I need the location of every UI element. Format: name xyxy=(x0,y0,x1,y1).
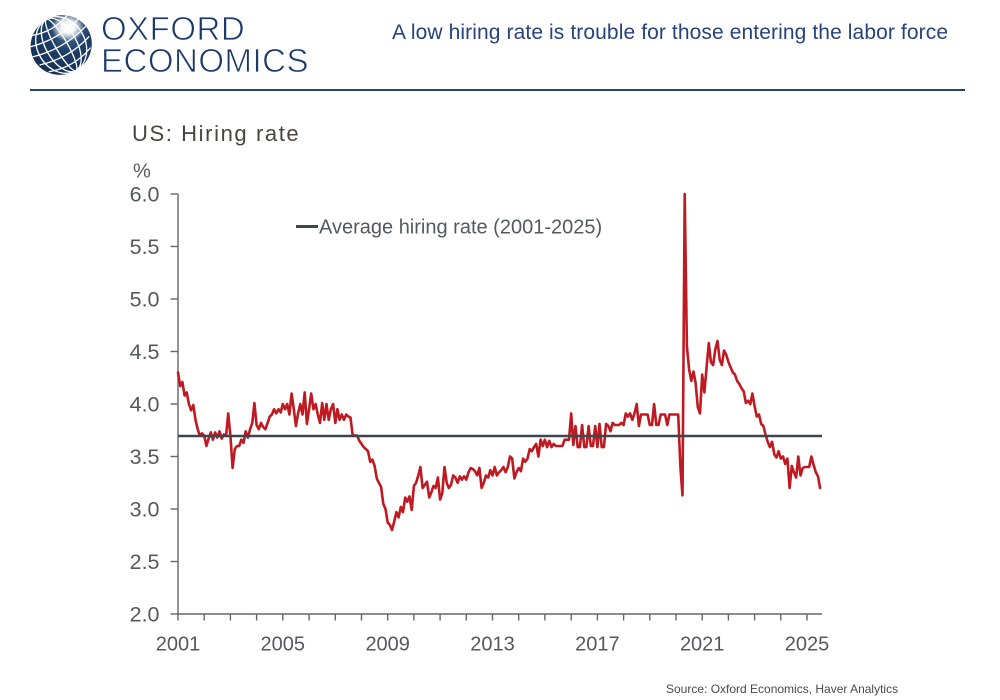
svg-text:2.5: 2.5 xyxy=(130,550,160,574)
svg-text:4.0: 4.0 xyxy=(130,393,160,417)
svg-text:3.5: 3.5 xyxy=(130,445,160,469)
svg-text:6.0: 6.0 xyxy=(130,183,160,207)
svg-text:4.5: 4.5 xyxy=(130,340,160,364)
svg-text:2017: 2017 xyxy=(575,634,620,656)
svg-text:2013: 2013 xyxy=(470,634,515,656)
svg-text:%: % xyxy=(133,161,151,183)
svg-text:2009: 2009 xyxy=(365,634,410,656)
svg-text:2021: 2021 xyxy=(680,634,725,656)
svg-text:5.5: 5.5 xyxy=(130,235,160,259)
svg-text:2001: 2001 xyxy=(156,634,201,656)
svg-text:2.0: 2.0 xyxy=(130,603,160,627)
svg-text:2005: 2005 xyxy=(261,634,306,656)
svg-text:2025: 2025 xyxy=(785,634,830,656)
svg-text:3.0: 3.0 xyxy=(130,498,160,522)
svg-text:5.0: 5.0 xyxy=(130,288,160,312)
svg-text:Average hiring rate (2001-2025: Average hiring rate (2001-2025) xyxy=(319,217,602,239)
